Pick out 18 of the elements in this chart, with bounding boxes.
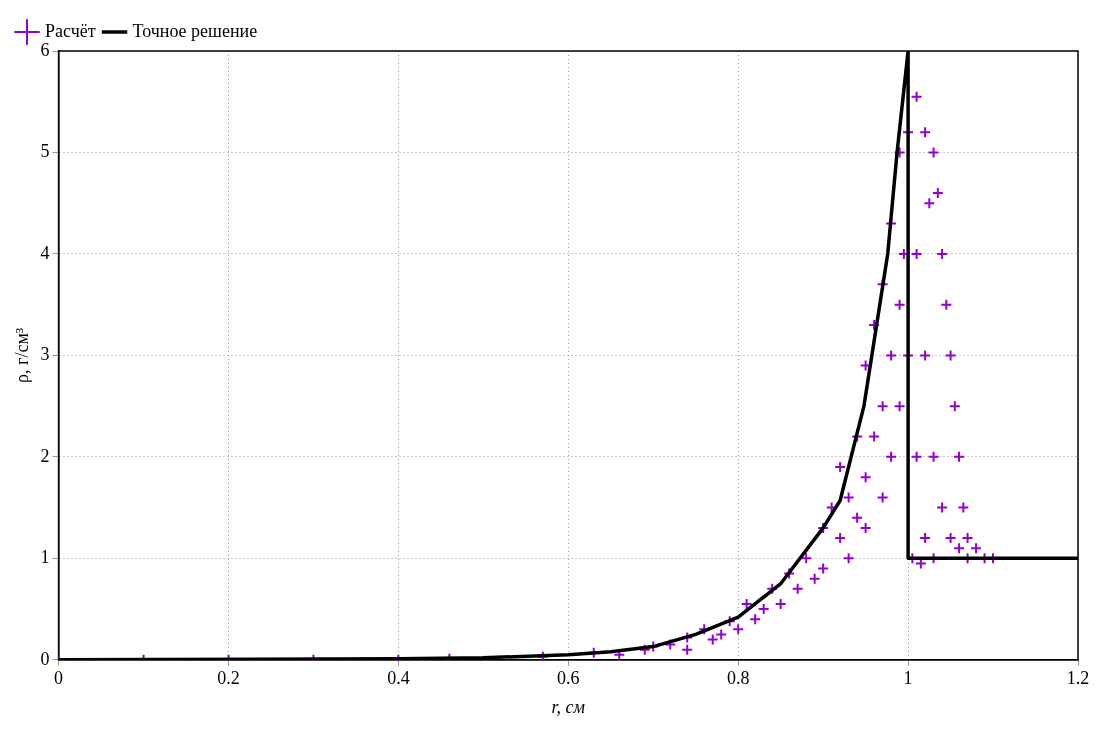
- y-tick-label: 2: [40, 445, 50, 466]
- y-axis-title: ρ, г/см³: [11, 327, 32, 383]
- legend-label: Расчёт: [45, 20, 96, 41]
- x-tick-label: 0: [54, 668, 64, 689]
- x-tick-label: 0.2: [217, 668, 240, 689]
- y-tick-label: 6: [40, 39, 50, 60]
- y-tick-label: 4: [40, 242, 50, 263]
- x-axis-title: r, см: [551, 696, 586, 717]
- x-tick-label: 1.2: [1066, 668, 1090, 689]
- y-tick-label: 0: [40, 648, 50, 669]
- x-tick-label: 0.4: [387, 668, 410, 689]
- x-tick-label: 0.8: [726, 668, 750, 689]
- y-tick-label: 1: [40, 547, 50, 568]
- y-tick-label: 5: [40, 141, 50, 162]
- legend-label: Точное решение: [132, 20, 258, 41]
- x-tick-label: 0.6: [557, 668, 580, 689]
- y-tick-label: 3: [40, 344, 50, 365]
- x-tick-label: 1: [903, 668, 913, 689]
